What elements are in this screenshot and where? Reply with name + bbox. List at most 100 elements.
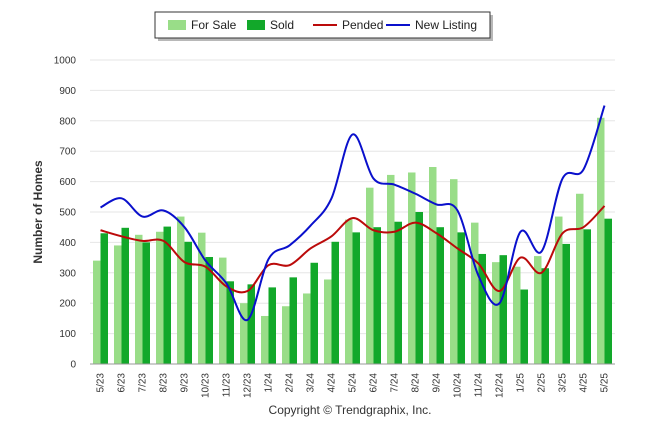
x-tick-label: 9/24 xyxy=(432,373,443,393)
x-tick-label: 5/24 xyxy=(348,373,359,393)
bar-sold xyxy=(184,241,192,364)
x-tick-label: 10/24 xyxy=(453,373,464,398)
bar-for-sale xyxy=(198,232,206,364)
bar-for-sale xyxy=(450,179,458,364)
y-tick-label: 300 xyxy=(59,268,76,279)
bar-sold xyxy=(352,232,360,364)
bar-for-sale xyxy=(492,262,500,364)
x-tick-label: 10/23 xyxy=(201,373,212,398)
x-tick-label: 6/24 xyxy=(369,373,380,393)
legend-label-for-sale: For Sale xyxy=(191,18,237,32)
bar-sold xyxy=(100,233,108,364)
y-tick-label: 100 xyxy=(59,329,76,340)
bar-sold xyxy=(268,287,276,364)
bar-sold xyxy=(499,255,507,364)
bar-sold xyxy=(163,226,171,364)
bar-for-sale xyxy=(408,172,416,364)
legend-label-new-listing: New Listing xyxy=(415,18,477,32)
y-tick-label: 0 xyxy=(70,360,76,371)
y-tick-label: 800 xyxy=(59,116,76,127)
bar-sold xyxy=(583,229,591,364)
x-tick-label: 8/23 xyxy=(159,373,170,393)
bar-for-sale xyxy=(345,219,353,364)
bar-for-sale xyxy=(534,256,542,364)
bar-sold xyxy=(457,232,465,364)
x-tick-label: 3/24 xyxy=(306,373,317,393)
x-tick-label: 11/23 xyxy=(222,373,233,398)
bar-for-sale xyxy=(114,245,122,364)
x-tick-label: 11/24 xyxy=(474,373,485,398)
bar-for-sale xyxy=(429,167,437,364)
bar-sold xyxy=(562,243,570,364)
copyright-credit: Copyright © Trendgraphix, Inc. xyxy=(269,403,432,417)
x-tick-label: 7/24 xyxy=(390,373,401,393)
bar-sold xyxy=(520,289,528,364)
y-tick-label: 600 xyxy=(59,177,76,188)
y-tick-label: 400 xyxy=(59,238,76,249)
x-tick-label: 5/23 xyxy=(96,373,107,393)
bar-for-sale xyxy=(303,293,311,364)
x-tick-label: 4/25 xyxy=(579,373,590,393)
bar-sold xyxy=(415,212,423,364)
line-pended xyxy=(100,205,606,294)
y-tick-label: 200 xyxy=(59,299,76,310)
bar-for-sale xyxy=(135,234,143,364)
bar-for-sale xyxy=(324,279,332,364)
x-tick-label: 8/24 xyxy=(411,373,422,393)
bar-for-sale xyxy=(177,216,185,364)
legend-swatch-sold xyxy=(247,20,265,30)
bar-for-sale xyxy=(366,187,374,364)
bars xyxy=(93,117,612,364)
bar-for-sale xyxy=(387,174,395,364)
bar-for-sale xyxy=(261,315,269,364)
bar-sold xyxy=(247,284,255,364)
x-tick-label: 4/24 xyxy=(327,373,338,393)
x-tick-label: 3/25 xyxy=(558,373,569,393)
x-tick-label: 1/24 xyxy=(264,373,275,393)
bar-sold xyxy=(205,256,213,364)
x-tick-label: 12/23 xyxy=(243,373,254,398)
y-tick-labels: 0 100 200 300 400 500 600 700 800 900 1000 xyxy=(54,56,77,371)
bar-for-sale xyxy=(156,231,164,364)
bar-for-sale xyxy=(576,193,584,364)
x-tick-label: 6/23 xyxy=(117,373,128,393)
legend-swatch-for-sale xyxy=(168,20,186,30)
bar-for-sale xyxy=(471,222,479,364)
bar-for-sale xyxy=(219,257,227,364)
x-tick-label: 1/25 xyxy=(516,373,527,393)
x-tick-label: 12/24 xyxy=(495,373,506,398)
x-tick-label: 5/25 xyxy=(600,373,611,393)
bar-sold xyxy=(310,262,318,364)
bar-sold xyxy=(541,268,549,364)
line-new-listing xyxy=(100,105,606,321)
y-tick-label: 1000 xyxy=(54,56,77,67)
bar-for-sale xyxy=(282,306,290,364)
legend-label-pended: Pended xyxy=(342,18,383,32)
bar-sold xyxy=(331,241,339,364)
legend: For Sale Sold Pended New Listing xyxy=(154,11,493,41)
y-tick-label: 900 xyxy=(59,86,76,97)
bar-for-sale xyxy=(513,266,521,364)
bar-sold xyxy=(121,227,129,364)
bar-sold xyxy=(394,221,402,364)
bar-for-sale xyxy=(597,117,605,364)
y-axis-label: Number of Homes xyxy=(31,160,45,264)
bar-sold xyxy=(436,227,444,364)
bar-sold xyxy=(478,253,486,364)
bar-for-sale xyxy=(555,216,563,364)
bar-sold xyxy=(226,281,234,364)
legend-label-sold: Sold xyxy=(270,18,294,32)
bar-for-sale xyxy=(240,303,248,364)
bar-sold xyxy=(142,242,150,364)
bar-sold xyxy=(289,277,297,364)
series-lines xyxy=(100,105,606,321)
y-tick-label: 500 xyxy=(59,208,76,219)
y-tick-label: 700 xyxy=(59,147,76,158)
bar-for-sale xyxy=(93,260,101,364)
bar-sold xyxy=(373,227,381,364)
x-tick-labels: 5/23 6/23 7/23 8/23 9/23 10/23 11/23 12/23 1/24 2… xyxy=(96,373,611,398)
x-tick-label: 2/24 xyxy=(285,373,296,393)
x-tick-label: 9/23 xyxy=(180,373,191,393)
bar-sold xyxy=(604,218,612,364)
